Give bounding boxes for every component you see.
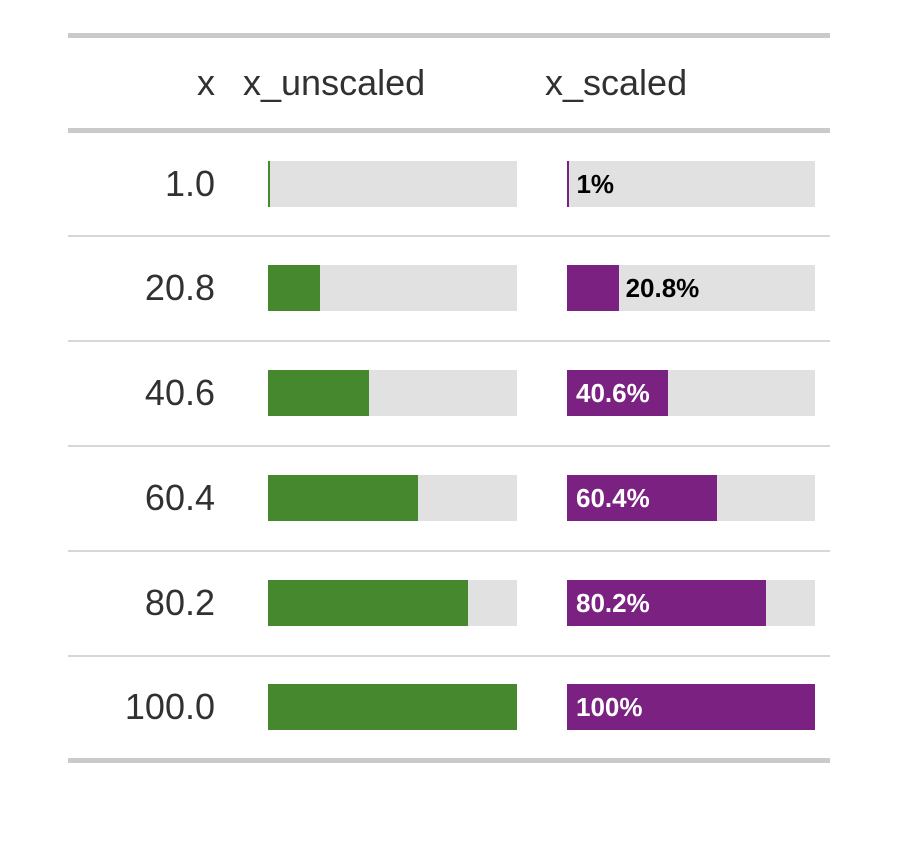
- scaled-bar-track: 1%: [567, 160, 815, 207]
- table-row: 60.4 60.4%: [68, 444, 830, 551]
- scaled-bar-label: 1%: [576, 168, 615, 199]
- table-row: 1.0 1%: [68, 131, 830, 236]
- scaled-bar-fill: [567, 370, 668, 416]
- table-row: 40.6 40.6%: [68, 339, 830, 446]
- unscaled-bar-fill: [268, 580, 468, 626]
- unscaled-bar-fill: [268, 684, 517, 731]
- unscaled-bar-track: [268, 684, 517, 731]
- scaled-bar-fill: [567, 265, 619, 311]
- scaled-bar-label: 40.6%: [576, 378, 650, 408]
- column-header-x: x: [68, 35, 231, 133]
- table-row: 100.0 100%: [68, 654, 830, 761]
- scaled-bar-label: 80.2%: [576, 588, 650, 618]
- x-value: 60.4: [68, 444, 231, 551]
- scaled-bar-fill: [567, 160, 570, 207]
- unscaled-bar-fill: [268, 265, 320, 311]
- scaled-bar-fill: [567, 580, 766, 626]
- x-value: 1.0: [164, 162, 215, 204]
- table-row: 80.2 80.2%: [68, 549, 830, 656]
- unscaled-bar-fill: [268, 475, 419, 521]
- scaled-bar-track: 20.8%: [567, 265, 815, 311]
- table-row: 20.8 20.8%: [68, 234, 830, 341]
- unscaled-bar-track: [268, 370, 517, 416]
- scaled-bar-track: 40.6%: [567, 370, 815, 416]
- unscaled-bar-track: [268, 265, 517, 311]
- scaled-bar-track: 100%: [567, 684, 815, 731]
- header-row: x x_unscaled x_scaled: [68, 35, 830, 133]
- scaled-bar-label: 100%: [576, 692, 643, 723]
- unscaled-bar-fill: [268, 160, 271, 207]
- column-header-x-scaled: x_scaled: [533, 35, 830, 133]
- gt-table: x x_unscaled x_scaled 1.0 1% 20.8 20.8% …: [68, 33, 830, 763]
- x-value: 100.0: [68, 654, 231, 761]
- scaled-bar-track: 80.2%: [567, 580, 815, 626]
- scaled-bar-track: 60.4%: [567, 475, 815, 521]
- data-table: x x_unscaled x_scaled 1.0 1% 20.8 20.8% …: [68, 33, 830, 763]
- unscaled-bar-fill: [268, 370, 370, 416]
- unscaled-bar-track: [268, 475, 517, 521]
- x-value: 20.8: [68, 234, 231, 341]
- column-header-x-unscaled: x_unscaled: [231, 35, 533, 133]
- scaled-bar-label: 60.4%: [576, 483, 650, 513]
- unscaled-bar-track: [268, 160, 517, 207]
- scaled-bar-label: 20.8%: [625, 273, 700, 303]
- x-value: 80.2: [68, 549, 231, 656]
- x-value: 40.6: [68, 339, 231, 446]
- scaled-bar-fill: [567, 684, 815, 731]
- scaled-bar-fill: [567, 475, 717, 521]
- unscaled-bar-track: [268, 580, 517, 626]
